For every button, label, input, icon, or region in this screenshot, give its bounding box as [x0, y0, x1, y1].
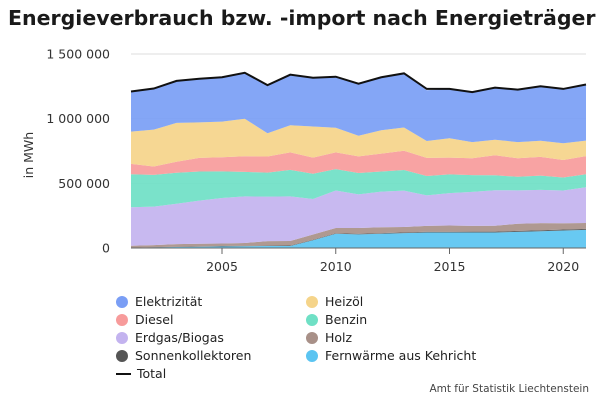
legend-item-benzin[interactable]: Benzin: [306, 312, 367, 327]
total-line-group: [130, 71, 587, 94]
chart-title: Energieverbrauch bzw. -import nach Energ…: [8, 6, 596, 30]
legend-dot-marker: [116, 313, 128, 326]
legend-line-marker: [116, 372, 131, 375]
total-line: [130, 71, 587, 94]
legend-label: Total: [137, 366, 167, 381]
area-heiz-l: [131, 118, 586, 167]
legend-label: Benzin: [325, 312, 368, 327]
x-tick-label: 2010: [320, 259, 352, 274]
y-axis-label: in MWh: [21, 132, 36, 178]
y-tick-label: 1 000 000: [46, 111, 110, 126]
area-fernw-rme-aus-kehricht: [131, 229, 586, 248]
area-elektrizit-t: [131, 72, 586, 144]
legend-item-elektrizit-t[interactable]: Elektrizität: [116, 294, 202, 309]
legend-dot-marker: [306, 313, 318, 326]
area-erdgas-biogas: [131, 187, 586, 246]
legend-item-diesel[interactable]: Diesel: [116, 312, 173, 327]
axes: 0 500 000 1 000 000 1 500 000 2005 2010 2015 20…: [46, 47, 586, 274]
stacked-areas: [131, 72, 586, 248]
legend-dot-marker: [116, 349, 128, 362]
y-tick-label: 1 500 000: [46, 47, 110, 62]
area-sonnenkollektoren: [131, 228, 586, 248]
legend-item-heiz-l[interactable]: Heizöl: [306, 294, 363, 309]
legend-dot-marker: [306, 331, 318, 344]
legend-item-fernw-rme-aus-kehricht[interactable]: Fernwärme aus Kehricht: [306, 348, 476, 363]
legend-label: Elektrizität: [135, 294, 203, 309]
legend-item-sonnenkollektoren[interactable]: Sonnenkollektoren: [116, 348, 251, 363]
legend-item-erdgas-biogas[interactable]: Erdgas/Biogas: [116, 330, 224, 345]
legend-label: Fernwärme aus Kehricht: [325, 348, 477, 363]
x-tick-label: 2005: [206, 259, 238, 274]
legend-dot-marker: [306, 295, 318, 308]
y-tick-label: 0: [102, 241, 110, 256]
legend-item-total[interactable]: Total: [116, 366, 166, 381]
y-tick-label: 500 000: [58, 176, 110, 191]
legend-dot-marker: [306, 349, 318, 362]
legend-label: Holz: [325, 330, 353, 345]
legend-label: Erdgas/Biogas: [135, 330, 224, 345]
x-tick-label: 2015: [434, 259, 466, 274]
area-benzin: [131, 169, 586, 208]
legend-dot-marker: [116, 295, 128, 308]
legend-label: Heizöl: [325, 294, 364, 309]
area-diesel: [131, 150, 586, 178]
legend-dot-marker: [116, 331, 128, 344]
legend-label: Sonnenkollektoren: [135, 348, 252, 363]
area-holz: [131, 223, 586, 248]
legend-label: Diesel: [135, 312, 174, 327]
x-tick-label: 2020: [547, 259, 579, 274]
source-credit: Amt für Statistik Liechtenstein: [429, 383, 589, 395]
legend-item-holz[interactable]: Holz: [306, 330, 352, 345]
